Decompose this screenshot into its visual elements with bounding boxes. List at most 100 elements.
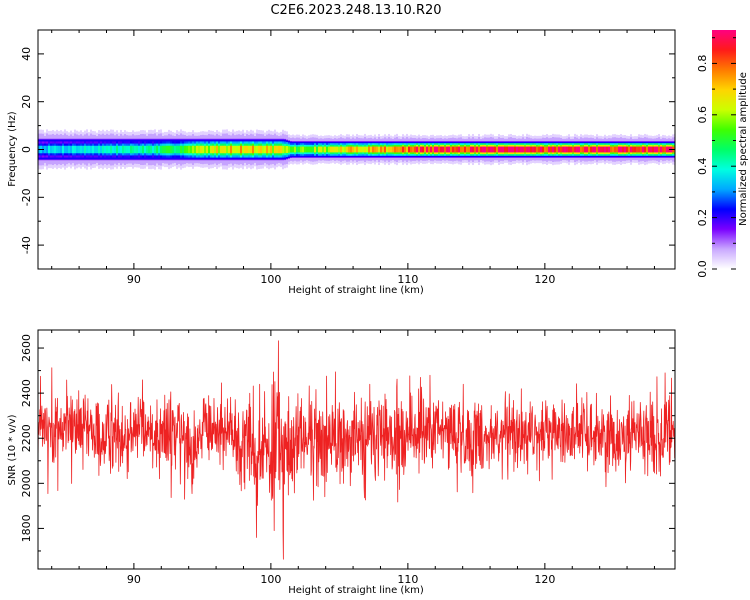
heatmap-cell: [78, 145, 80, 154]
heatmap-cell: [506, 146, 508, 153]
heatmap-cell: [582, 146, 584, 153]
heatmap-cell: [390, 146, 392, 153]
heatmap-cell: [116, 145, 118, 154]
heatmap-cell: [182, 145, 184, 154]
heatmap-cell: [552, 146, 554, 153]
heatmap-cell: [424, 146, 426, 153]
heatmap-cell: [478, 146, 480, 153]
heatmap-cell: [110, 145, 112, 154]
heatmap-cell: [158, 145, 160, 154]
heatmap-cell: [236, 145, 238, 154]
spectrogram-y-axis: -40 -20 0 20 40: [20, 29, 675, 270]
heatmap-cell: [396, 146, 398, 153]
heatmap-cell: [532, 146, 534, 153]
heatmap-cell: [380, 146, 382, 153]
heatmap-cell: [550, 146, 552, 153]
heatmap-cell: [248, 145, 250, 154]
heatmap-cell: [170, 145, 172, 154]
heatmap-cell: [408, 146, 410, 153]
colorbar-bar: [712, 30, 736, 269]
figure-title: C2E6.2023.248.13.10.R20: [270, 3, 441, 18]
heatmap-cell: [526, 146, 528, 153]
heatmap-cell: [486, 146, 488, 153]
heatmap-cell: [174, 145, 176, 154]
heatmap-cell: [528, 146, 530, 153]
heatmap-cell: [504, 146, 506, 153]
heatmap-cell: [432, 146, 434, 153]
heatmap-cell: [398, 146, 400, 153]
heatmap-cell: [514, 146, 516, 153]
heatmap-cell: [524, 146, 526, 153]
heatmap-cell: [370, 146, 372, 153]
heatmap-cell: [508, 146, 510, 153]
heatmap-cell: [156, 145, 158, 154]
heatmap-cell: [444, 146, 446, 153]
heatmap-cell: [160, 145, 162, 154]
heatmap-cell: [238, 145, 240, 154]
heatmap-cell: [662, 146, 664, 153]
heatmap-cell: [290, 146, 292, 153]
heatmap-cell: [618, 146, 620, 153]
heatmap-cell: [458, 146, 460, 153]
heatmap-cell: [530, 146, 532, 153]
heatmap-cell: [228, 145, 230, 154]
heatmap-cell: [622, 146, 624, 153]
heatmap-cell: [310, 146, 312, 153]
snr-y-tick-label: 2200: [20, 424, 33, 452]
heatmap-cell: [60, 145, 62, 154]
heatmap-cell: [598, 146, 600, 153]
heatmap-cell: [282, 145, 284, 154]
heatmap-cell: [286, 146, 288, 153]
heatmap-cell: [360, 146, 362, 153]
heatmap-cell: [318, 146, 320, 153]
snr-y-tick-label: 1800: [20, 514, 33, 542]
heatmap-cell: [64, 145, 66, 154]
heatmap-cell: [206, 145, 208, 154]
heatmap-cell: [240, 145, 242, 154]
heatmap-cell: [576, 146, 578, 153]
spectrogram-y-tick-label: -40: [20, 236, 33, 254]
heatmap-cell: [244, 145, 246, 154]
heatmap-cell: [276, 145, 278, 154]
heatmap-cell: [650, 146, 652, 153]
heatmap-cell: [312, 146, 314, 153]
heatmap-cell: [216, 145, 218, 154]
heatmap-cell: [288, 146, 290, 153]
heatmap-cell: [610, 146, 612, 153]
heatmap-cell: [406, 146, 408, 153]
heatmap-cell: [626, 146, 628, 153]
heatmap-cell: [568, 146, 570, 153]
heatmap-cell: [224, 145, 226, 154]
heatmap-cell: [474, 146, 476, 153]
heatmap-cell: [246, 145, 248, 154]
heatmap-cell: [356, 146, 358, 153]
heatmap-cell: [556, 146, 558, 153]
heatmap-cell: [420, 146, 422, 153]
snr-y-tick-label: 2400: [20, 379, 33, 407]
heatmap-cell: [624, 146, 626, 153]
heatmap-cell: [616, 146, 618, 153]
snr-frame: [37, 329, 676, 570]
heatmap-cell: [144, 145, 146, 154]
spectrogram-panel: 90 100 110 120 -40 -20 0 20 40 Height of straig…: [7, 29, 676, 296]
heatmap-cell: [636, 146, 638, 153]
heatmap-cell: [364, 146, 366, 153]
heatmap-cell: [498, 146, 500, 153]
heatmap-cell: [558, 146, 560, 153]
heatmap-cell: [108, 145, 110, 154]
heatmap-cell: [86, 145, 88, 154]
heatmap-cell: [280, 145, 282, 154]
heatmap-cell: [572, 146, 574, 153]
heatmap-cell: [326, 146, 328, 153]
heatmap-cell: [194, 145, 196, 154]
heatmap-cell: [334, 146, 336, 153]
heatmap-cell: [664, 146, 666, 153]
heatmap-cell: [152, 145, 154, 154]
heatmap-cell: [72, 145, 74, 154]
heatmap-cell: [256, 145, 258, 154]
heatmap-cell: [254, 145, 256, 154]
heatmap-cell: [166, 145, 168, 154]
heatmap-cell: [542, 146, 544, 153]
heatmap-cell: [430, 146, 432, 153]
colorbar-tick-label: 0.4: [696, 157, 709, 175]
